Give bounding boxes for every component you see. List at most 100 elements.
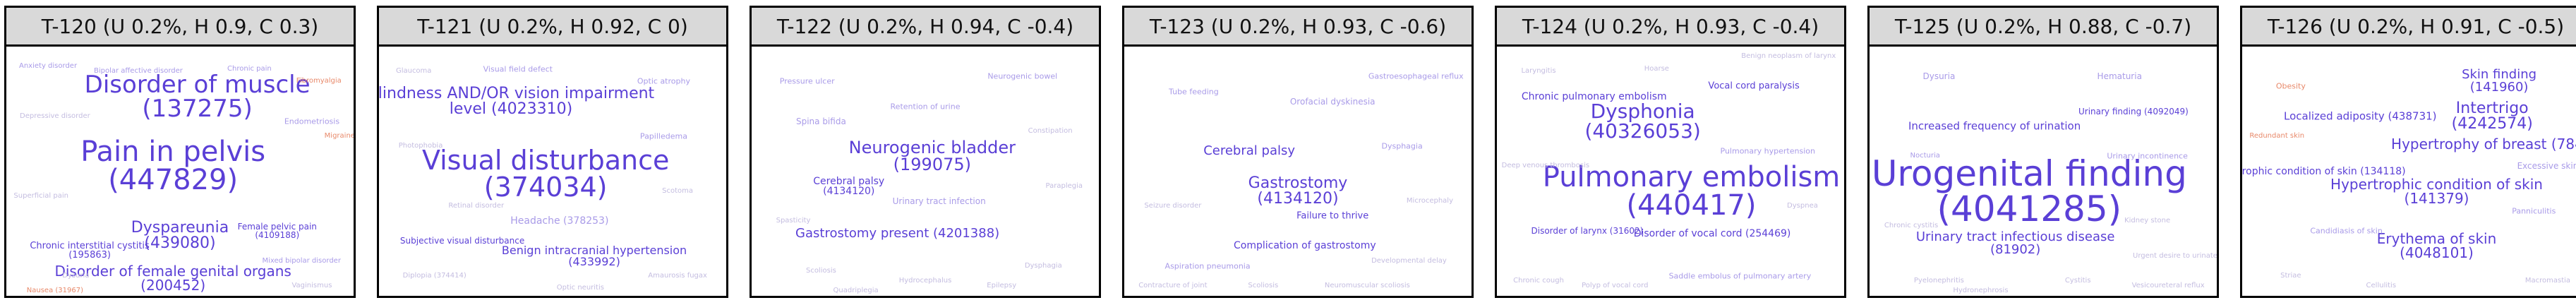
cloud-word-code: (40326053)	[1584, 119, 1701, 143]
cloud-word: Chronic pulmonary embolism	[1522, 92, 1667, 102]
cloud-word-term: Erythema of skin	[2376, 230, 2497, 248]
cloud-word: Erythema of skin (4048101)	[2377, 232, 2496, 260]
cloud-word: Nocturia	[1910, 152, 1940, 160]
cloud-word-term: Panniculitis	[2512, 206, 2556, 216]
cloud-word: Disorder of muscle (137275)	[85, 73, 311, 121]
cloud-word-code: (141379)	[2404, 189, 2469, 207]
cloud-word-term: Cystitis	[2064, 276, 2091, 285]
cloud-word-term: Hydrocephalus	[898, 276, 952, 285]
cloud-word-term: Bipolar affective disorder	[93, 67, 183, 76]
cloud-word: Cystitis	[2065, 277, 2091, 285]
cloud-word-term: Mixed bipolar disorder	[262, 256, 341, 265]
cloud-word: Pulmonary embolism (440417)	[1543, 163, 1840, 220]
cloud-word: Failure to thrive	[1296, 212, 1368, 221]
cloud-word: Panniculitis	[2512, 207, 2556, 215]
cloud-word: Migraine	[325, 133, 354, 140]
cloud-word: Nausea (31967)	[27, 287, 83, 294]
cloud-word-term: Subjective visual disturbance	[399, 236, 525, 246]
cloud-word: Obesity	[2276, 83, 2306, 90]
cloud-word-term: Candidiasis of skin	[2310, 226, 2383, 236]
cloud-word-term: Macromastia	[2524, 276, 2571, 285]
cloud-word: Hydronephrosis	[1953, 287, 2008, 294]
cloud-word-term: Pulmonary embolism	[1542, 160, 1841, 193]
topic-panel: T-122 (U 0.2%, H 0.94, C -0.4) Neurogenic…	[750, 6, 1101, 298]
cloud-word-term: Spina bifida	[795, 116, 846, 126]
cloud-word: Neurogenic bowel	[987, 73, 1057, 80]
cloud-word: Anxiety disorder	[19, 63, 77, 70]
topic-panel: T-126 (U 0.2%, H 0.91, C -0.5) Intertrigo…	[2240, 6, 2576, 298]
cloud-word: Endometriosis	[284, 117, 339, 125]
cloud-word: Complication of gastrostomy	[1234, 241, 1376, 251]
cloud-word-term: Localized adiposity (438731)	[2284, 109, 2437, 123]
cloud-word: Disorder of vocal cord (254469)	[1634, 229, 1791, 239]
word-cloud: Neurogenic bladder (199075) Gastrostomy pr…	[752, 47, 1099, 296]
cloud-word: Saddle embolus of pulmonary artery	[1669, 272, 1812, 280]
cloud-word: Optic neuritis	[557, 285, 604, 292]
cloud-word-code: (4242574)	[2451, 114, 2533, 133]
cloud-word: Dyspnea	[1787, 201, 1818, 210]
cloud-word-term: Epilepsy	[987, 281, 1017, 289]
cloud-word-term: Cerebral palsy	[813, 175, 885, 187]
cloud-word-term: Vesicoureteral reflux	[2131, 281, 2205, 289]
cloud-word: Papilledema	[640, 133, 687, 140]
cloud-word: Vocal cord paralysis	[1708, 82, 1799, 91]
cloud-word: Atrophic condition of skin (134118)	[2242, 167, 2406, 177]
word-cloud: Disorder of muscle (137275) Pain in pelvis…	[6, 47, 354, 296]
cloud-word: Spasticity	[776, 217, 811, 225]
cloud-word-term: Dyspareunia	[131, 219, 229, 237]
cloud-word-term: Dysphagia	[1381, 141, 1423, 151]
cloud-word: Localized adiposity (438731)	[2284, 111, 2437, 121]
cloud-word-term: Anxiety disorder	[19, 62, 78, 71]
cloud-word-code: (4048101)	[2400, 244, 2474, 262]
cloud-word: Urinary tract infection	[893, 197, 986, 205]
cloud-word-term: Headache (378253)	[510, 215, 609, 227]
cloud-word-code: (4134120)	[823, 185, 875, 197]
cloud-word-term: Striae	[2280, 271, 2301, 280]
cloud-word-term: Scoliosis	[805, 266, 836, 275]
cloud-word: Disorder of larynx (31602)	[1531, 227, 1644, 235]
cloud-word: Vaginismus	[291, 282, 332, 289]
cloud-word: Amaurosis fugax	[648, 272, 707, 280]
cloud-word-term: Spasticity	[776, 217, 811, 225]
cloud-word: Photophobia	[399, 143, 443, 150]
cloud-word: Retinal disorder	[448, 202, 504, 210]
cloud-word-term: Hypertrophic condition of skin	[2330, 175, 2543, 193]
cloud-word-term: Disorder of muscle	[84, 70, 311, 99]
cloud-word: Deep venous thrombosis	[1502, 162, 1589, 169]
cloud-word: Macromastia	[2525, 277, 2570, 285]
cloud-word: Striae	[2280, 271, 2301, 280]
cloud-word: Epilepsy	[987, 282, 1016, 289]
cloud-word-term: Disorder of vocal cord (254469)	[1633, 227, 1791, 239]
cloud-word-term: Gastrostomy present (4201388)	[795, 225, 1000, 241]
cloud-word-term: Complication of gastrostomy	[1233, 240, 1376, 252]
cloud-word: Paraplegia	[1046, 182, 1083, 190]
cloud-word: Pulmonary hypertension	[1721, 148, 1815, 155]
cloud-word-code: (137275)	[142, 94, 253, 123]
cloud-word-term: Quadriplegia	[833, 286, 879, 294]
cloud-word: Superficial pain	[13, 192, 68, 200]
panel-title: T-126 (U 0.2%, H 0.91, C -0.5)	[2242, 8, 2576, 47]
cloud-word: Chronic pain	[227, 65, 272, 73]
cloud-word-term: Deep venous thrombosis	[1501, 162, 1590, 170]
cloud-word-term: Urgent desire to urinate	[2133, 251, 2217, 260]
cloud-word: Seizure disorder	[1144, 202, 1201, 210]
cloud-word: Hematuria	[2097, 72, 2142, 80]
cloud-word: Fibromyalgia	[296, 78, 342, 85]
cloud-word: Neurogenic bladder (199075)	[849, 139, 1016, 173]
cloud-word-term: Urinary tract infection	[892, 196, 986, 206]
cloud-word-code: (439080)	[144, 234, 216, 253]
cloud-word: Hydrocephalus	[899, 277, 952, 285]
cloud-word-code: (195863)	[68, 250, 111, 261]
cloud-word-term: Dyspnea	[1787, 201, 1818, 210]
cloud-word-term: Gastroesophageal reflux	[1368, 71, 1464, 81]
cloud-word-term: Microcephaly	[1406, 196, 1453, 205]
cloud-word: Dyspareunia (439080)	[131, 220, 229, 251]
cloud-word: Diplopia (374414)	[403, 272, 467, 280]
cloud-word-term: Redundant skin	[2249, 132, 2305, 140]
cloud-word: Hypertrophy of breast (78474)	[2391, 137, 2576, 151]
cloud-word: Subjective visual disturbance	[400, 237, 524, 245]
cloud-word: Benign neoplasm of larynx	[1741, 53, 1836, 60]
cloud-word: Cerebral palsy	[1203, 145, 1295, 157]
cloud-word-term: Intertrigo	[2455, 99, 2529, 117]
cloud-word-code: (81902)	[1990, 241, 2041, 257]
